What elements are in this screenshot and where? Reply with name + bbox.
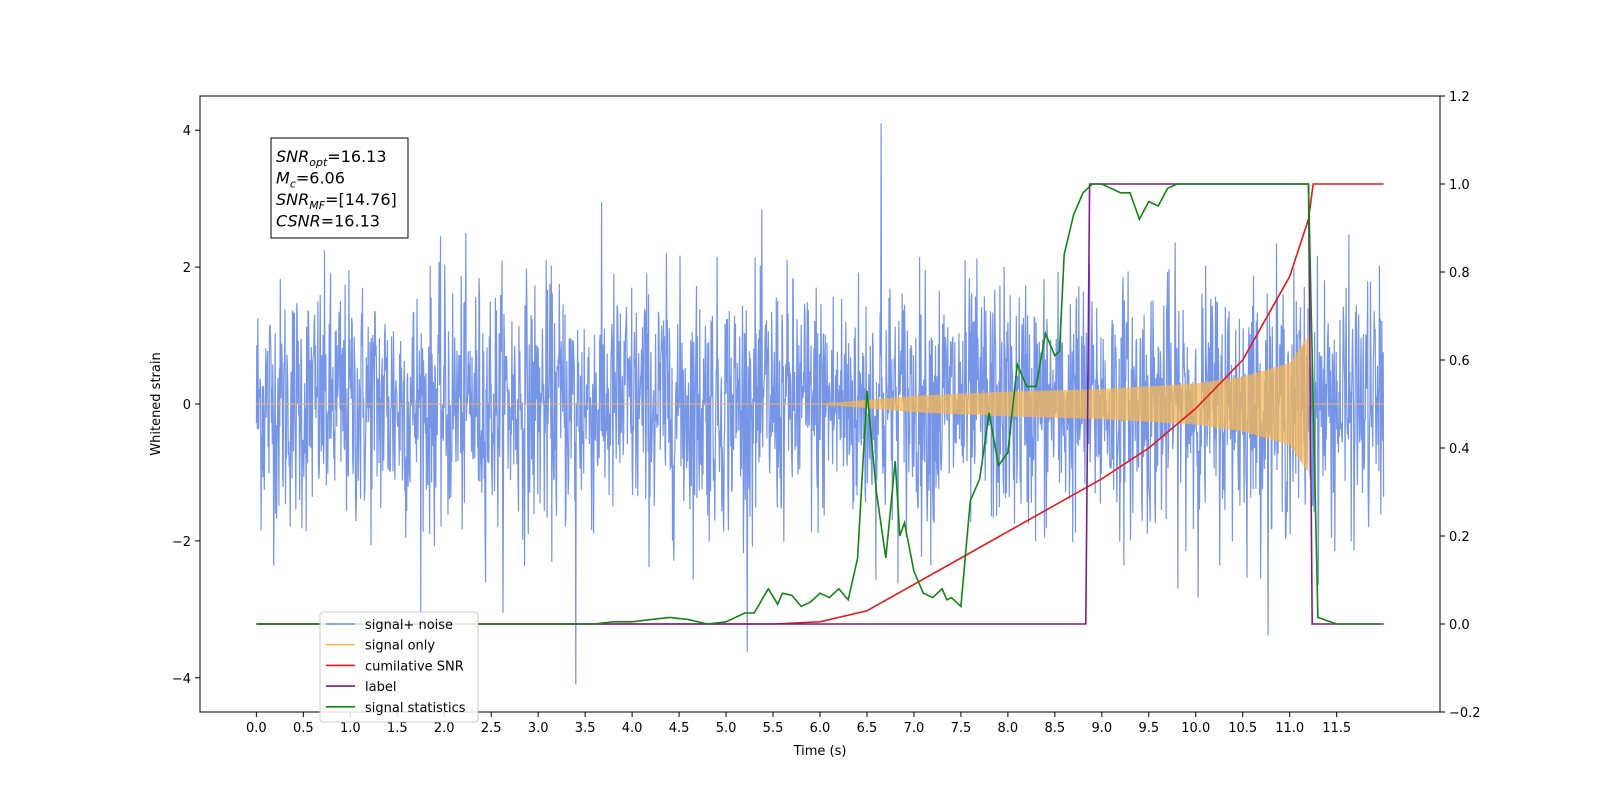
annotation-line: SNRopt=16.13 [276, 147, 387, 169]
x-tick-label: 2.0 [434, 721, 455, 736]
x-tick-label: 6.0 [810, 721, 831, 736]
y-left-tick-label: −4 [172, 672, 191, 687]
legend-item-label: label [326, 680, 396, 695]
x-tick-label: 1.5 [387, 721, 408, 736]
legend-item-signal-noise: signal+ noise [326, 618, 453, 633]
legend-label: signal statistics [365, 701, 466, 716]
x-tick-label: 3.0 [528, 721, 549, 736]
legend-item-signal-statistics: signal statistics [326, 701, 466, 716]
y-axis-right: −0.2 0.0 0.2 0.4 0.6 0.8 1.0 1.2 [1440, 90, 1481, 721]
legend: signal+ noise signal only cumilative SNR la… [319, 611, 479, 723]
x-tick-label: 5.0 [716, 721, 737, 736]
y-left-tick-label: −2 [172, 535, 191, 550]
series-cumilative-snr-line [256, 183, 1384, 625]
y-right-tick-label: 1.0 [1449, 178, 1470, 193]
legend-label: cumilative SNR [365, 659, 464, 674]
x-tick-label: 2.5 [481, 721, 502, 736]
x-tick-label: 10.5 [1228, 721, 1257, 736]
series-signal-only-line [256, 335, 1384, 472]
y-left-tick-label: 2 [183, 261, 191, 276]
x-tick-label: 0.0 [246, 721, 267, 736]
x-tick-label: 9.5 [1138, 721, 1159, 736]
y-axis-left-label: Whitened strain [149, 352, 164, 455]
annotation-line: CSNR=16.13 [276, 212, 380, 231]
x-axis-label: Time (s) [793, 744, 847, 759]
x-tick-label: 9.0 [1091, 721, 1112, 736]
legend-label: label [365, 680, 396, 695]
x-tick-label: 1.0 [340, 721, 361, 736]
x-tick-label: 0.5 [293, 721, 314, 736]
snr-annotation-box: SNRopt=16.13Mc=6.06SNRMF=[14.76]CSNR=16.… [270, 137, 409, 239]
x-tick-label: 4.0 [622, 721, 643, 736]
y-axis-left: −4 −2 0 2 4 [172, 124, 200, 687]
x-tick-label: 11.0 [1275, 721, 1304, 736]
legend-frame [319, 611, 479, 723]
annotation-line: Mc=6.06 [276, 169, 345, 191]
y-left-tick-label: 4 [183, 124, 191, 139]
x-tick-label: 8.5 [1045, 721, 1066, 736]
x-tick-label: 3.5 [575, 721, 596, 736]
x-tick-label: 6.5 [857, 721, 878, 736]
y-right-tick-label: 0.2 [1449, 530, 1470, 545]
x-tick-label: 7.0 [904, 721, 925, 736]
plot-area [255, 123, 1385, 685]
y-right-tick-label: 0.6 [1449, 354, 1470, 369]
x-tick-label: 10.0 [1181, 721, 1210, 736]
x-tick-label: 4.5 [669, 721, 690, 736]
x-tick-label: 8.0 [998, 721, 1019, 736]
y-right-tick-label: 0.4 [1449, 442, 1470, 457]
y-right-tick-label: 0.0 [1449, 618, 1470, 633]
legend-item-cumilative-snr: cumilative SNR [326, 659, 464, 674]
y-right-tick-label: 0.8 [1449, 266, 1470, 281]
legend-label: signal+ noise [365, 618, 453, 633]
x-tick-label: 5.5 [763, 721, 784, 736]
y-right-tick-label: 1.2 [1449, 90, 1470, 105]
y-right-tick-label: −0.2 [1449, 706, 1481, 721]
y-left-tick-label: 0 [183, 398, 191, 413]
legend-label: signal only [365, 639, 435, 654]
annotation-frame [270, 137, 409, 239]
x-axis: 0.0 0.5 1.0 1.5 2.0 2.5 3.0 3.5 4.0 4.5 5.0 5.5 6.0 6… [246, 712, 1351, 736]
x-tick-label: 7.5 [951, 721, 972, 736]
annotation-line: SNRMF=[14.76] [276, 190, 397, 212]
series-signal-statistics-line [256, 183, 1379, 625]
legend-item-signal-only: signal only [326, 639, 435, 654]
x-tick-label: 11.5 [1322, 721, 1351, 736]
series-signal-noise-line [255, 123, 1385, 685]
